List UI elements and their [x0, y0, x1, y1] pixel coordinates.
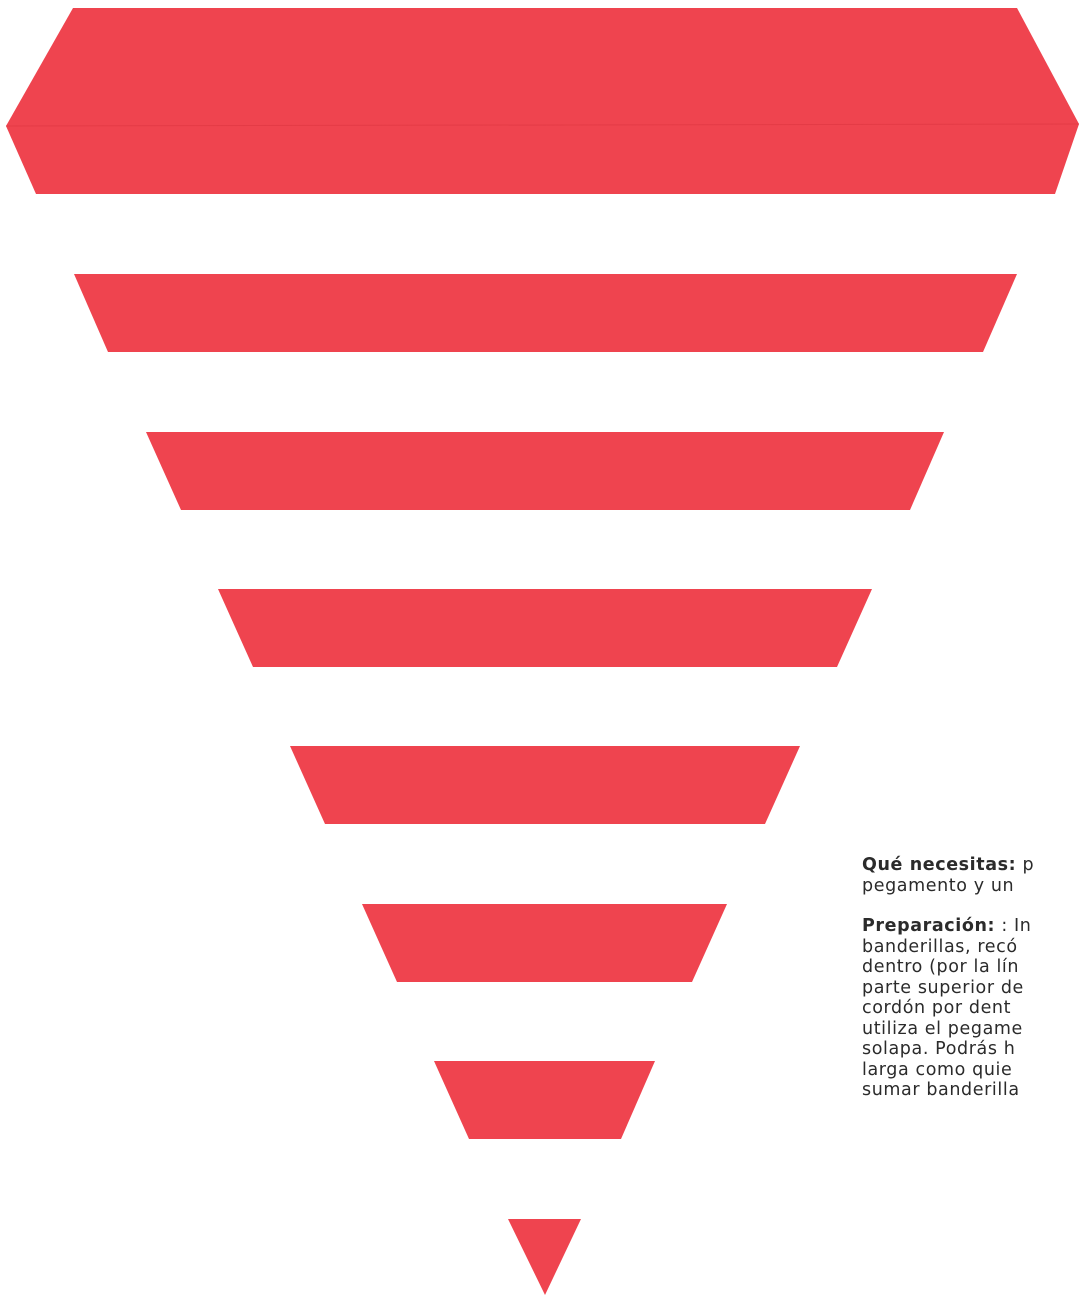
flag-4: [218, 589, 872, 667]
flag-8: [508, 1219, 581, 1295]
preparation-line: cordón por dent: [862, 998, 1012, 1018]
preparation-line: dentro (por la lín: [862, 957, 1020, 977]
flag-2: [74, 274, 1017, 352]
needs-paragraph: Qué necesitas: p pegamento y un: [862, 855, 1079, 896]
preparation-line: utiliza el pegame: [862, 1018, 1023, 1039]
preparation-line: solapa. Podrás h: [862, 1039, 1016, 1059]
preparation-line: : In: [1001, 916, 1032, 936]
flag-3: [146, 432, 944, 510]
needs-line: p: [1022, 855, 1035, 875]
flag-6: [362, 904, 727, 982]
preparation-line: sumar banderilla: [862, 1080, 1020, 1100]
flag-5: [290, 746, 800, 824]
preparation-line: banderillas, recó: [862, 936, 1018, 957]
preparation-label: Preparación:: [862, 916, 996, 936]
banner-fold-line: [5, 123, 1079, 127]
preparation-line: parte superior de: [862, 977, 1024, 998]
needs-line: pegamento y un: [862, 875, 1015, 896]
flag-1: [6, 8, 1079, 194]
needs-label: Qué necesitas:: [862, 855, 1017, 875]
flag-7: [434, 1061, 655, 1139]
instructions-text: Qué necesitas: p pegamento y un Preparac…: [862, 855, 1079, 1101]
preparation-line: larga como quie: [862, 1059, 1013, 1080]
preparation-paragraph: Preparación: : In banderillas, recó dent…: [862, 916, 1079, 1101]
